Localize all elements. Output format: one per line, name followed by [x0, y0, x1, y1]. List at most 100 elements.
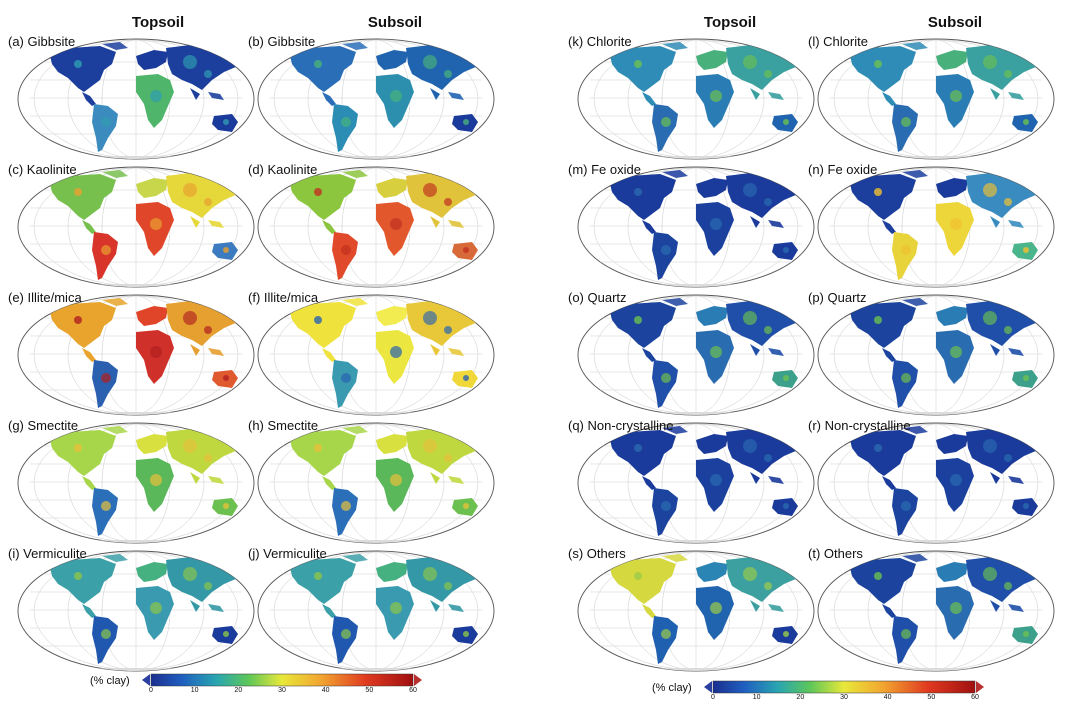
continent-north-america: [610, 430, 676, 476]
panel-label: (i) Vermiculite: [8, 546, 87, 561]
map-panel: (t) Others: [808, 546, 1066, 678]
continent-south-america: [652, 616, 678, 664]
continent-europe: [936, 306, 968, 326]
continent-europe: [936, 562, 968, 582]
panel-label: (b) Gibbsite: [248, 34, 316, 49]
map-panel: (r) Non-crystalline: [808, 418, 1066, 550]
panel-label: (l) Chlorite: [808, 34, 868, 49]
continent-south-america: [332, 360, 358, 408]
map-panel: (f) Illite/mica: [248, 290, 506, 422]
colorbar-right: (% clay) 0 10 20 30 40 50 60: [652, 680, 984, 702]
continent-europe: [376, 306, 408, 326]
world-map: [817, 550, 1055, 672]
world-map: [817, 294, 1055, 416]
world-map: [577, 422, 815, 544]
map-panel: (d) Kaolinite: [248, 162, 506, 294]
continent-europe: [696, 178, 728, 198]
continent-north-america: [290, 558, 356, 604]
continent-south-america: [332, 232, 358, 280]
world-map: [817, 166, 1055, 288]
continent-south-america: [652, 360, 678, 408]
continent-europe: [936, 50, 968, 70]
colorbar-unit-label: (% clay): [90, 675, 130, 687]
panel-label: (p) Quartz: [808, 290, 867, 305]
colorbar-tick-label: 0: [149, 687, 153, 694]
header-right-subsoil: Subsoil: [927, 14, 983, 31]
continent-north-america: [610, 302, 676, 348]
map-panel: (n) Fe oxide: [808, 162, 1066, 294]
continent-south-america: [892, 360, 918, 408]
continent-north-america: [850, 174, 916, 220]
continent-north-america: [290, 46, 356, 92]
continent-south-america: [652, 232, 678, 280]
continent-south-america: [892, 488, 918, 536]
colorbar-tick-label: 20: [796, 694, 805, 701]
continent-south-america: [332, 616, 358, 664]
continent-europe: [376, 178, 408, 198]
map-panel: (h) Smectite: [248, 418, 506, 550]
world-map: [817, 38, 1055, 160]
map-panel: (e) Illite/mica: [8, 290, 266, 422]
world-map: [17, 294, 255, 416]
panel-label: (h) Smectite: [248, 418, 319, 433]
world-map: [577, 294, 815, 416]
continent-north-america: [850, 558, 916, 604]
map-panel: (o) Quartz: [568, 290, 826, 422]
map-panel: (g) Smectite: [8, 418, 266, 550]
world-map: [257, 550, 495, 672]
continent-europe: [136, 306, 168, 326]
colorbar-tick-label: 40: [883, 694, 892, 701]
continent-europe: [936, 178, 968, 198]
continent-north-america: [850, 46, 916, 92]
panel-label: (o) Quartz: [568, 290, 627, 305]
header-left-subsoil: Subsoil: [367, 14, 423, 31]
header-right-topsoil: Topsoil: [703, 14, 757, 31]
continent-south-america: [92, 360, 118, 408]
colorbar-ticks: 0 10 20 30 40 50 60: [149, 673, 417, 695]
continent-north-america: [610, 558, 676, 604]
colorbar-tick-label: 50: [365, 687, 374, 694]
map-panel: (q) Non-crystalline: [568, 418, 826, 550]
colorbar-gradient: [142, 673, 422, 687]
panel-label: (t) Others: [808, 546, 863, 561]
colorbar-tick-label: 10: [752, 694, 761, 701]
colorbar-tick-label: 10: [190, 687, 199, 694]
colorbar-tick-label: 60: [971, 694, 979, 701]
map-panel: (i) Vermiculite: [8, 546, 266, 678]
continent-north-america: [850, 430, 916, 476]
colorbar-tick-label: 20: [234, 687, 243, 694]
continent-south-america: [92, 488, 118, 536]
world-map: [17, 550, 255, 672]
continent-europe: [136, 50, 168, 70]
colorbar-gradient: [704, 680, 984, 694]
continent-north-america: [50, 174, 116, 220]
panel-label: (a) Gibbsite: [8, 34, 76, 49]
continent-north-america: [290, 430, 356, 476]
colorbar-tick-label: 50: [927, 694, 936, 701]
continent-north-america: [290, 174, 356, 220]
map-panel: (b) Gibbsite: [248, 34, 506, 166]
colorbar-ticks: 0 10 20 30 40 50 60: [711, 680, 979, 702]
continent-south-america: [652, 104, 678, 152]
panel-label: (d) Kaolinite: [248, 162, 318, 177]
continent-south-america: [652, 488, 678, 536]
world-map: [17, 422, 255, 544]
continent-north-america: [50, 558, 116, 604]
panel-label: (e) Illite/mica: [8, 290, 82, 305]
world-map: [257, 294, 495, 416]
continent-south-america: [892, 616, 918, 664]
panel-label: (r) Non-crystalline: [808, 418, 911, 433]
world-map: [257, 166, 495, 288]
continent-north-america: [50, 302, 116, 348]
map-panel: (l) Chlorite: [808, 34, 1066, 166]
colorbar-tick-label: 30: [840, 694, 848, 701]
continent-south-america: [92, 616, 118, 664]
map-panel: (s) Others: [568, 546, 826, 678]
map-panel: (k) Chlorite: [568, 34, 826, 166]
continent-europe: [696, 50, 728, 70]
colorbar-tick-label: 60: [409, 687, 417, 694]
colorbar-tick-label: 30: [278, 687, 286, 694]
continent-south-america: [332, 104, 358, 152]
world-map: [577, 38, 815, 160]
map-panel: (a) Gibbsite: [8, 34, 266, 166]
